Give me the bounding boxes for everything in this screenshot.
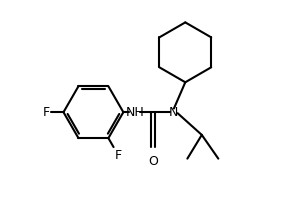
Text: N: N <box>169 106 179 119</box>
Text: NH: NH <box>125 106 144 119</box>
Text: F: F <box>43 106 50 119</box>
Text: F: F <box>115 149 122 162</box>
Text: O: O <box>148 155 158 167</box>
